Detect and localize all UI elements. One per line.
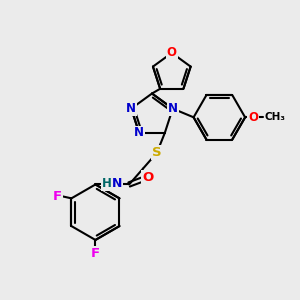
Text: N: N	[126, 102, 136, 115]
Text: O: O	[142, 171, 154, 184]
Text: O: O	[248, 111, 258, 124]
Text: N: N	[134, 127, 144, 140]
Text: N: N	[168, 102, 178, 115]
Text: H: H	[101, 177, 111, 190]
Text: F: F	[91, 247, 100, 260]
Text: O: O	[167, 46, 177, 59]
Text: CH₃: CH₃	[265, 112, 286, 122]
Text: S: S	[152, 146, 162, 159]
Text: N: N	[112, 177, 122, 190]
Text: F: F	[53, 190, 62, 203]
